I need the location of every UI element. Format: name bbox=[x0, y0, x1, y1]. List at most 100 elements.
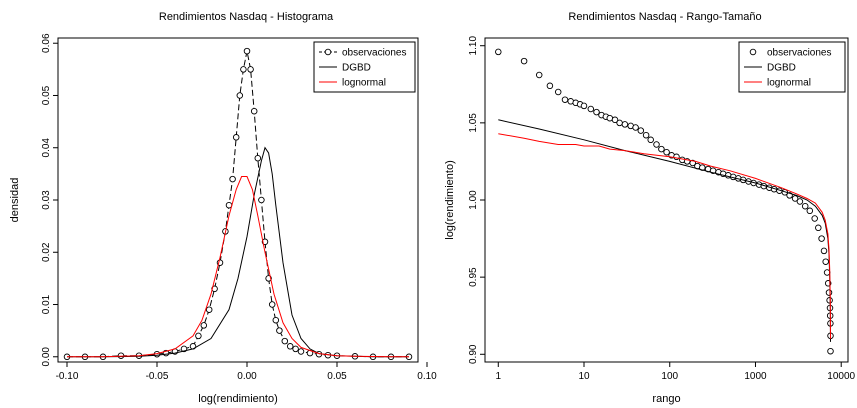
y-tick-label: 0.04 bbox=[41, 138, 52, 158]
data-point bbox=[820, 247, 828, 255]
legend-marker-observaciones bbox=[749, 48, 757, 56]
data-point bbox=[561, 96, 569, 103]
x-tick-label: 0.00 bbox=[237, 371, 257, 382]
data-point bbox=[637, 127, 645, 134]
legend: observaciones DGBD lognormal bbox=[738, 41, 846, 93]
legend-label: DGBD bbox=[342, 63, 371, 74]
data-point bbox=[247, 66, 254, 73]
data-point bbox=[811, 215, 818, 222]
data-point bbox=[632, 124, 639, 131]
data-point bbox=[254, 154, 262, 162]
data-point bbox=[554, 88, 562, 96]
y-tick-label: 0.95 bbox=[468, 267, 479, 287]
data-point bbox=[200, 322, 208, 329]
y-tick-label: 1.05 bbox=[468, 113, 479, 133]
data-point bbox=[621, 121, 629, 128]
legend-label: lognormal bbox=[767, 78, 811, 89]
series-observaciones bbox=[495, 48, 834, 355]
x-tick-label: 1 bbox=[495, 371, 501, 382]
x-tick-label: 1000 bbox=[744, 371, 767, 382]
data-point bbox=[240, 66, 247, 73]
series-line-DGBD bbox=[67, 146, 409, 358]
y-tick-label: 1.00 bbox=[468, 190, 479, 210]
data-point bbox=[535, 71, 543, 79]
data-point bbox=[815, 224, 822, 232]
y-tick-label: 0.01 bbox=[41, 294, 52, 314]
data-point bbox=[272, 316, 280, 324]
y-axis-label: log(rendimiento) bbox=[444, 160, 456, 239]
data-point bbox=[616, 119, 623, 127]
data-point bbox=[606, 114, 614, 122]
y-tick-label: 0.90 bbox=[468, 344, 479, 364]
legend-label: observaciones bbox=[342, 48, 406, 59]
data-point bbox=[822, 258, 829, 265]
data-point bbox=[827, 347, 834, 355]
data-point bbox=[806, 207, 814, 215]
series-lognormal bbox=[67, 176, 409, 358]
data-point bbox=[587, 105, 595, 113]
data-point bbox=[825, 289, 833, 296]
chart-title: Rendimientos Nasdaq - Histograma bbox=[159, 11, 334, 23]
x-tick-label: 0.10 bbox=[417, 371, 437, 382]
data-point bbox=[495, 48, 502, 56]
x-tick-label: -0.05 bbox=[146, 371, 169, 382]
data-point bbox=[229, 175, 236, 183]
data-point bbox=[292, 345, 299, 353]
data-point bbox=[801, 202, 809, 210]
x-axis-label: log(rendimiento) bbox=[198, 393, 277, 405]
y-tick-label: 0.06 bbox=[41, 33, 52, 53]
series-lognormal bbox=[498, 133, 831, 339]
legend-label: observaciones bbox=[767, 48, 831, 59]
data-point bbox=[268, 301, 276, 308]
y-tick-label: 0.05 bbox=[41, 85, 52, 105]
data-point bbox=[796, 198, 804, 205]
series-observaciones bbox=[63, 47, 413, 361]
data-point bbox=[243, 47, 251, 55]
series-line-lognormal bbox=[67, 176, 409, 358]
x-tick-label: 10000 bbox=[827, 371, 855, 382]
y-tick-label: 0.03 bbox=[41, 190, 52, 210]
data-point bbox=[258, 196, 265, 204]
data-point bbox=[195, 332, 202, 340]
data-point bbox=[546, 82, 554, 90]
y-tick-label: 0.00 bbox=[41, 347, 52, 367]
chart-title: Rendimientos Nasdaq - Rango-Tamaño bbox=[568, 11, 761, 23]
legend-marker-observaciones bbox=[324, 48, 332, 56]
chart-panel-2: Rendimientos Nasdaq - Rango-Tamaño 1 10 100… bbox=[444, 11, 856, 405]
data-point bbox=[250, 107, 258, 115]
data-point bbox=[611, 116, 619, 124]
legend-label: lognormal bbox=[342, 78, 386, 89]
data-point bbox=[642, 131, 650, 139]
data-point bbox=[286, 343, 294, 350]
data-point bbox=[281, 337, 289, 345]
data-point bbox=[658, 145, 665, 153]
x-tick-label: 100 bbox=[661, 371, 678, 382]
data-point bbox=[236, 92, 244, 99]
data-point bbox=[580, 102, 588, 110]
x-tick-label: 10 bbox=[578, 371, 590, 382]
legend-label: DGBD bbox=[767, 63, 796, 74]
data-point bbox=[297, 348, 305, 355]
data-point bbox=[647, 136, 654, 144]
x-tick-label: 0.05 bbox=[327, 371, 347, 382]
data-point bbox=[593, 108, 600, 116]
data-point bbox=[818, 235, 825, 242]
data-point bbox=[520, 57, 528, 65]
data-point bbox=[791, 195, 799, 202]
data-point bbox=[205, 306, 213, 313]
legend: observaciones DGBD lognormal bbox=[313, 41, 416, 93]
x-tick-label: -0.10 bbox=[56, 371, 79, 382]
y-tick-label: 1.10 bbox=[468, 36, 479, 56]
series-line-lognormal bbox=[498, 133, 831, 339]
data-point bbox=[276, 327, 283, 334]
y-axis-label: densidad bbox=[9, 178, 21, 223]
data-point bbox=[232, 134, 240, 141]
chart-panel-1: Rendimientos Nasdaq - Histograma -0.10 -0.… bbox=[9, 11, 437, 405]
data-point bbox=[663, 148, 670, 156]
data-point bbox=[826, 297, 833, 304]
x-axis-label: rango bbox=[652, 393, 680, 405]
y-tick-label: 0.02 bbox=[41, 242, 52, 262]
series-DGBD bbox=[67, 146, 409, 358]
